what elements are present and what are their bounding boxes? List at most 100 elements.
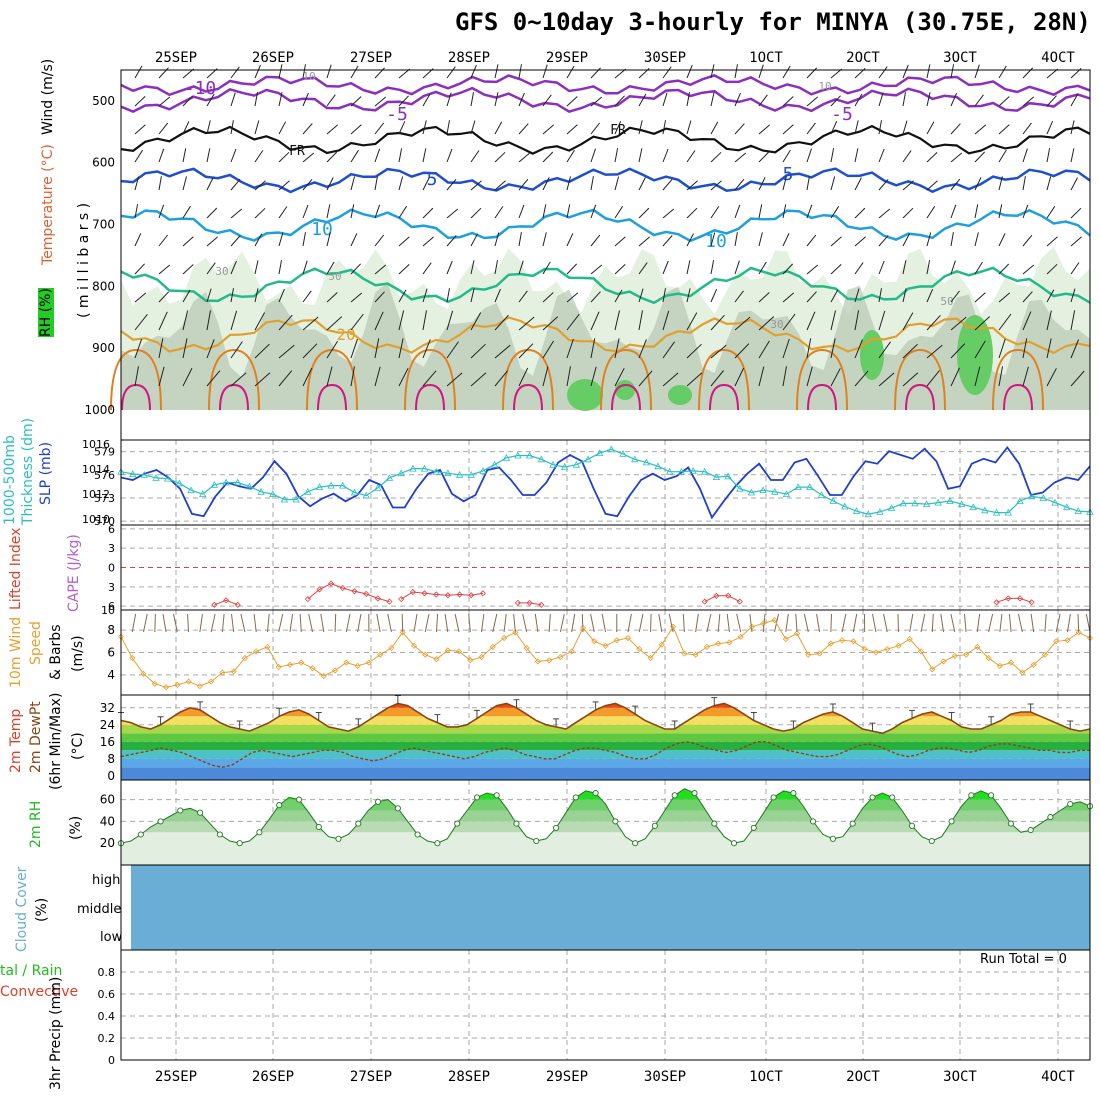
- upper-barb-0-4: [230, 66, 240, 79]
- rh-point-74: [849, 820, 856, 827]
- upper-barb-9-18: [566, 313, 580, 331]
- upper-barb-5-25: [734, 204, 741, 219]
- upper-barb-2-26: [758, 124, 770, 135]
- upper-barb-4-38: [1046, 176, 1052, 191]
- contour-label-7: 10: [311, 219, 333, 240]
- upper-barb-4-25: [734, 178, 745, 191]
- surface-loop-inner-3: [415, 383, 445, 411]
- upper-barb-10-5: [254, 343, 270, 359]
- precip-tick-4: 0.8: [98, 966, 116, 979]
- rh-tick-0: 20: [100, 836, 115, 850]
- upper-barb-3-1: [158, 148, 165, 163]
- upper-barb-8-22: [662, 288, 666, 303]
- upper-barb-1-32: [902, 92, 906, 107]
- wind10-barb-36: [522, 613, 528, 633]
- upper-barb-8-25: [734, 290, 744, 303]
- wind10-barb-19: [334, 613, 337, 633]
- upper-barb-9-36: [998, 313, 1012, 331]
- upper-barb-0-32: [902, 64, 909, 79]
- upper-barb-6-13: [446, 235, 457, 247]
- upper-barb-11-15: [494, 370, 509, 387]
- upper-barb-7-11: [398, 264, 410, 275]
- wind10-barb-65: [852, 613, 858, 633]
- upper-barb-9-1: [158, 311, 168, 331]
- upper-barb-11-4: [230, 372, 247, 387]
- wind10-barb-2: [143, 613, 148, 633]
- rh-point-48: [592, 790, 599, 797]
- cloud-high-label: high: [92, 873, 121, 888]
- rh-point-14: [256, 829, 263, 836]
- contour-label-12: 30: [215, 265, 228, 278]
- upper-barb-1-24: [710, 92, 715, 107]
- upper-barb-2-13: [446, 120, 450, 135]
- upper-barb-6-3: [206, 236, 218, 247]
- upper-barb-2-2: [182, 121, 190, 135]
- temp-band-6: [121, 716, 1090, 725]
- li-point-1-5: [363, 590, 370, 597]
- upper-barb-4-13: [446, 178, 457, 191]
- upper-barb-2-14: [470, 120, 476, 135]
- wind10-label-1: 10m Wind: [8, 616, 24, 688]
- upper-barb-3-38: [1046, 148, 1051, 163]
- upper-barb-2-23: [686, 120, 692, 135]
- rh-point-26: [375, 798, 382, 805]
- wind10-barb-34: [503, 613, 507, 633]
- upper-barb-3-12: [422, 148, 427, 163]
- wind10-point-33: [489, 643, 496, 650]
- upper-barb-7-10: [374, 264, 387, 275]
- wind10-barb-28: [435, 613, 439, 633]
- upper-barb-9-21: [638, 310, 643, 331]
- wind10-barb-4: [162, 613, 167, 633]
- rh-point-76: [869, 794, 876, 801]
- upper-barb-7-28: [806, 264, 819, 275]
- upper-barb-9-25: [734, 316, 751, 331]
- upper-barb-10-29: [830, 338, 836, 359]
- wind10-barb-5: [173, 613, 178, 633]
- contour-label-8: 10: [705, 231, 727, 252]
- wind10-barb-84: [1066, 613, 1071, 633]
- thk-tick-2: 576: [94, 469, 115, 482]
- surface-loop-1: [208, 348, 260, 411]
- upper-barb-6-26: [758, 232, 763, 247]
- upper-barb-9-6: [278, 314, 293, 331]
- temp-label-2: 2m DewPt: [28, 701, 44, 773]
- upper-barb-2-39: [1070, 120, 1075, 135]
- upper-barb-8-11: [398, 289, 407, 303]
- upper-barb-8-17: [542, 292, 554, 303]
- surface-loop-9: [992, 348, 1044, 411]
- upper-barb-2-33: [926, 121, 935, 135]
- upper-tick-2: 700: [92, 218, 115, 232]
- upper-barb-8-15: [494, 288, 501, 303]
- rh-point-28: [394, 805, 401, 812]
- upper-barb-10-27: [782, 338, 790, 359]
- upper-barb-2-5: [254, 120, 260, 135]
- upper-barb-0-36: [998, 65, 1007, 79]
- upper-barb-2-25: [734, 123, 745, 135]
- upper-barb-11-37: [1022, 366, 1029, 387]
- upper-barb-10-26: [758, 340, 770, 359]
- wind10-point-69: [895, 642, 902, 649]
- temp-band-3: [121, 741, 1090, 751]
- wind10-point-34: [501, 634, 508, 642]
- upper-barb-5-20: [614, 206, 624, 219]
- wind10-barb-15: [289, 613, 294, 633]
- surface-loop-inner-5: [611, 383, 641, 411]
- wind10-point-0: [117, 633, 125, 640]
- upper-barb-1-31: [878, 92, 884, 107]
- surface-loop-0: [110, 348, 162, 411]
- upper-barb-0-31: [878, 66, 888, 79]
- wind10-point-70: [906, 636, 913, 643]
- upper-barb-7-37: [1022, 264, 1035, 275]
- upper-barb-4-21: [638, 177, 646, 191]
- wind10-barb-39: [559, 613, 565, 633]
- upper-barb-6-38: [1046, 236, 1058, 247]
- run-total-label: Run Total = 0: [980, 952, 1067, 967]
- li-point-2-0: [398, 596, 405, 603]
- upper-barb-3-21: [638, 148, 643, 163]
- upper-barb-1-10: [374, 96, 387, 107]
- li-tick-0: 6: [108, 523, 115, 536]
- cloud-fill: [131, 865, 1090, 950]
- upper-barb-6-27: [782, 233, 790, 247]
- rh-point-78: [889, 794, 896, 801]
- upper-barb-10-24: [710, 344, 727, 359]
